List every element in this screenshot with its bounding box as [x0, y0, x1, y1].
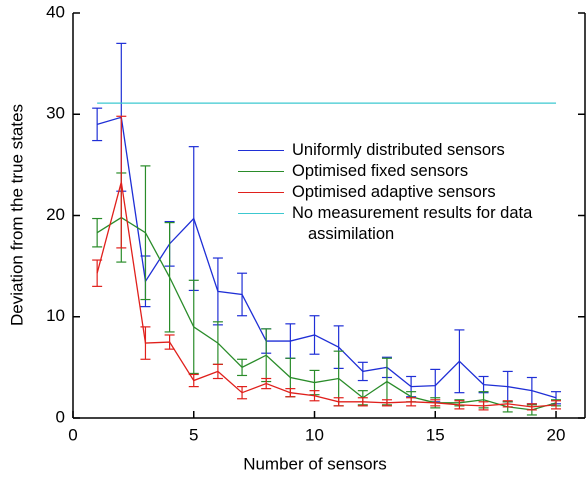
y-axis-label: Deviation from the true states — [7, 104, 26, 326]
error-bar — [309, 390, 320, 402]
error-bar — [188, 279, 199, 375]
series-line — [96, 216, 557, 411]
y-tick-label: 0 — [56, 407, 65, 426]
legend-swatch — [238, 171, 284, 172]
legend-swatch — [238, 150, 284, 151]
legend-swatch — [238, 192, 284, 193]
error-bar — [285, 388, 296, 398]
legend-item: No measurement results for data assimila… — [238, 203, 543, 245]
x-tick-label: 20 — [547, 425, 566, 444]
error-bar — [502, 400, 513, 408]
x-tick-label: 5 — [189, 425, 198, 444]
x-tick-label: 15 — [426, 425, 445, 444]
legend-label: Uniformly distributed sensors — [292, 141, 505, 159]
error-bar — [188, 373, 199, 388]
error-bar — [164, 334, 175, 350]
error-bar — [92, 217, 103, 248]
error-bar — [357, 361, 368, 382]
x-tick-label: 0 — [68, 425, 77, 444]
error-bar — [261, 377, 272, 390]
legend-label: Optimised fixed sensors — [292, 162, 469, 180]
error-bar — [212, 363, 223, 380]
legend-item: Optimised adaptive sensors — [238, 182, 543, 203]
error-bar — [92, 259, 103, 287]
error-bar — [381, 399, 392, 407]
error-bar — [237, 386, 248, 400]
series-line — [96, 116, 557, 399]
error-bar — [140, 326, 151, 360]
error-bar — [357, 397, 368, 407]
series-line — [96, 181, 557, 408]
error-bar — [478, 401, 489, 411]
legend: Uniformly distributed sensors Optimised f… — [238, 140, 543, 245]
error-bar — [551, 400, 562, 410]
error-bar — [116, 115, 127, 249]
error-bar — [237, 272, 248, 317]
error-bar — [309, 315, 320, 355]
error-bar — [333, 397, 344, 407]
y-tick-label: 40 — [46, 2, 65, 21]
error-bar — [237, 358, 248, 377]
x-tick-label: 10 — [305, 425, 324, 444]
error-bar — [406, 397, 417, 407]
legend-label: Optimised adaptive sensors — [292, 183, 496, 201]
error-bar — [188, 146, 199, 292]
y-tick-label: 30 — [46, 104, 65, 123]
legend-item: Optimised fixed sensors — [238, 161, 543, 182]
error-bar — [430, 399, 441, 407]
error-bar — [92, 107, 103, 142]
legend-item: Uniformly distributed sensors — [238, 140, 543, 161]
legend-swatch — [238, 213, 284, 214]
legend-label: No measurement results for data assimila… — [292, 204, 533, 243]
error-bar — [454, 329, 465, 394]
y-tick-label: 20 — [46, 205, 65, 224]
error-bar — [164, 221, 175, 333]
x-axis-label: Number of sensors — [243, 454, 387, 473]
error-bar — [261, 328, 272, 383]
error-bar — [381, 357, 392, 406]
error-bar — [526, 403, 537, 411]
error-bar — [212, 321, 223, 365]
error-bar — [140, 165, 151, 301]
y-tick-label: 10 — [46, 306, 65, 325]
error-bar — [454, 400, 465, 410]
